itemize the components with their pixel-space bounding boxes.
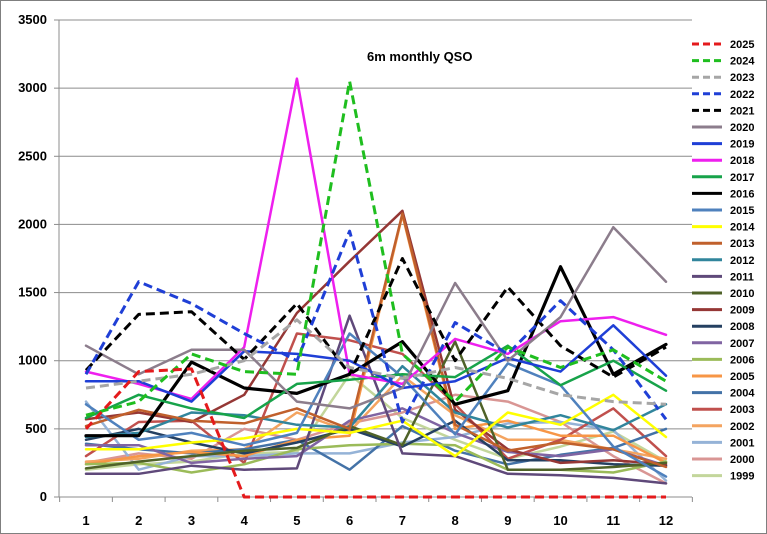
x-tick-label: 7 — [399, 513, 406, 528]
series-line-2014 — [84, 393, 668, 458]
legend-label: 2002 — [730, 421, 754, 433]
series-line-2013 — [84, 212, 668, 469]
x-tick-label: 5 — [293, 513, 300, 528]
y-tick-label: 3500 — [18, 12, 47, 27]
legend-label: 2000 — [730, 454, 754, 466]
x-tick-label: 3 — [188, 513, 195, 528]
series-line-2018 — [84, 77, 668, 401]
y-tick-label: 2000 — [18, 216, 47, 231]
series-line-2025 — [84, 367, 666, 499]
legend-label: 2014 — [730, 222, 755, 234]
legend-label: 2012 — [730, 255, 754, 267]
series-line-2012 — [84, 364, 668, 439]
y-tick-label: 1000 — [18, 353, 47, 368]
y-tick-label: 2500 — [18, 148, 47, 163]
x-tick-label: 8 — [451, 513, 458, 528]
legend-label: 2023 — [730, 72, 754, 84]
legend-label: 2004 — [730, 388, 755, 400]
legend-label: 2017 — [730, 172, 754, 184]
series-line-2017 — [84, 344, 668, 420]
series-line-2007 — [84, 407, 668, 467]
series-line-2020 — [84, 225, 668, 410]
series-line-2021 — [84, 257, 667, 379]
legend-label: 2011 — [730, 271, 754, 283]
x-tick-label: 4 — [241, 513, 249, 528]
legend-label: 2006 — [730, 354, 754, 366]
legend-label: 2022 — [730, 89, 754, 101]
legend-label: 2019 — [730, 139, 754, 151]
series-line-2009 — [84, 209, 668, 466]
series-lines — [84, 77, 668, 499]
x-tick-label: 2 — [135, 513, 142, 528]
x-axis: 1 2 3 4 5 6 7 8 9 10 11 12 — [59, 497, 693, 528]
x-tick-label: 11 — [606, 513, 620, 528]
legend-label: 2025 — [730, 39, 754, 51]
x-tick-label: 10 — [553, 513, 567, 528]
x-tick-label: 1 — [82, 513, 89, 528]
series-line-2024 — [85, 79, 667, 417]
y-tick-label: 0 — [40, 489, 47, 504]
legend-label: 2007 — [730, 338, 754, 350]
legend-label: 2001 — [730, 437, 754, 449]
legend-label: 2008 — [730, 321, 754, 333]
legend-label: 2003 — [730, 404, 754, 416]
series-line-2016 — [84, 265, 668, 438]
legend: 2025 2024 2023 2022 2021 2020 2019 2018 2017 2016… — [692, 39, 755, 483]
chart-title: 6m monthly QSO — [367, 49, 472, 64]
legend-label: 2010 — [730, 288, 754, 300]
series-line-2023 — [85, 318, 667, 406]
legend-label: 1999 — [730, 471, 754, 483]
legend-label: 2016 — [730, 188, 754, 200]
y-axis: 0 500 1000 1500 2000 2500 3000 3500 — [18, 12, 60, 504]
legend-label: 2024 — [730, 56, 755, 68]
y-tick-label: 1500 — [18, 285, 47, 300]
series-line-2022 — [84, 229, 668, 424]
series-line-2010 — [84, 340, 668, 471]
legend-label: 2020 — [730, 122, 754, 134]
x-tick-label: 12 — [659, 513, 673, 528]
x-tick-label: 6 — [346, 513, 353, 528]
legend-label: 2005 — [730, 371, 754, 383]
legend-label: 2013 — [730, 238, 754, 250]
series-line-2008 — [84, 419, 668, 467]
legend-label: 2021 — [730, 105, 754, 117]
x-tick-label: 9 — [504, 513, 511, 528]
series-line-2011 — [84, 314, 668, 485]
legend-label: 2009 — [730, 305, 754, 317]
y-tick-label: 500 — [25, 421, 47, 436]
legend-label: 2018 — [730, 155, 754, 167]
y-tick-label: 3000 — [18, 80, 47, 95]
legend-label: 2015 — [730, 205, 754, 217]
